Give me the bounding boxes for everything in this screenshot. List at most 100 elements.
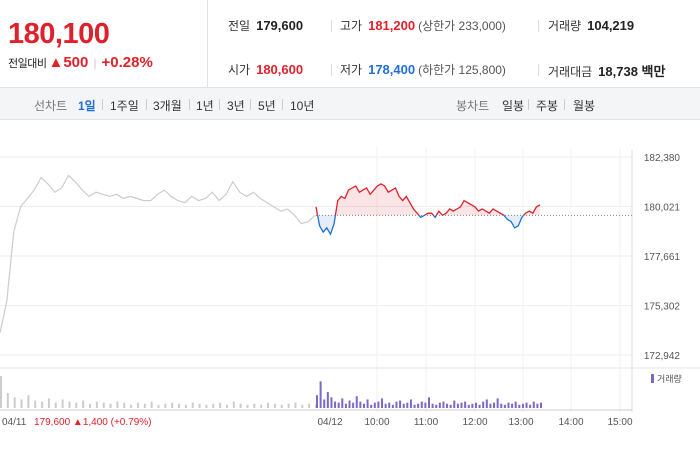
y-tick-label: 175,302 [644, 301, 681, 312]
volume-bar [420, 401, 423, 408]
candle-chart-label: 봉차트 [456, 99, 490, 113]
tab-monthly-candle[interactable]: 월봉 [573, 99, 596, 113]
volume-bar [89, 403, 92, 408]
volume-bar [75, 402, 78, 408]
current-price: 180,100 [8, 18, 110, 50]
volume-bar [489, 403, 492, 408]
volume-bar [13, 397, 16, 408]
tab-daily-candle[interactable]: 일봉 [502, 99, 525, 113]
volume-bar [130, 404, 133, 408]
volume-bar [395, 401, 398, 408]
volume-bar [109, 403, 112, 408]
volume-bar [239, 403, 242, 408]
x-tick-label: 04/11 [2, 417, 27, 428]
volume-bar [191, 402, 194, 408]
volume-bar [198, 403, 201, 408]
volume-bar [518, 404, 521, 408]
volume-bar [514, 401, 517, 408]
volume-bar [417, 403, 420, 408]
volume-bar [219, 402, 222, 408]
volume-bar [61, 399, 64, 408]
chart-period-tabs: 선차트 1일 1주일 3개월 1년 3년 5년 10년 봉차트 일봉 주봉 월봉 [0, 88, 700, 120]
volume-bar [460, 402, 463, 408]
stat-open: 시가 180,600 [228, 61, 303, 78]
volume-bar [366, 399, 369, 408]
tab-5y[interactable]: 5년 [258, 99, 276, 113]
tab-weekly-candle[interactable]: 주봉 [536, 99, 559, 113]
volume-bar [482, 401, 485, 408]
tab-1y[interactable]: 1년 [196, 99, 214, 113]
volume-bar [267, 402, 270, 408]
volume-bar [246, 404, 249, 408]
stat-low: 저가 178,400 (하한가 125,800) [340, 61, 506, 78]
volume-bar [232, 401, 235, 408]
change-row: 전일대비 ▲ 500 | +0.28% [8, 54, 153, 71]
x-tick-label: 15:00 [607, 417, 632, 428]
volume-bar [449, 404, 452, 408]
volume-bar [485, 399, 488, 408]
volume-bar [280, 404, 283, 408]
y-tick-label: 180,021 [644, 202, 681, 213]
stat-value: 18,738 백만 [598, 64, 666, 79]
volume-bar [260, 404, 263, 408]
volume-bar [150, 401, 153, 408]
x-tick-label: 14:00 [558, 417, 583, 428]
volume-bar [435, 404, 438, 408]
divider [282, 99, 283, 110]
tab-1w[interactable]: 1주일 [110, 99, 139, 113]
volume-bar [225, 404, 228, 408]
stat-value: 178,400 [368, 62, 416, 77]
volume-bar [308, 403, 311, 408]
volume-bar [442, 401, 445, 408]
volume-bar [27, 395, 30, 408]
volume-bar [319, 381, 322, 408]
tab-1d[interactable]: 1일 [78, 99, 96, 113]
volume-bar [212, 403, 215, 408]
up-area [316, 183, 540, 216]
volume-bar [157, 404, 160, 408]
tab-10y[interactable]: 10년 [290, 99, 315, 113]
tab-3y[interactable]: 3년 [227, 99, 245, 113]
volume-bar [136, 402, 139, 408]
divider [538, 64, 539, 76]
down-area [316, 215, 540, 235]
tab-3m[interactable]: 3개월 [153, 99, 182, 113]
volume-legend: 거래량 [657, 373, 682, 384]
divider [528, 99, 529, 110]
volume-bar [34, 400, 37, 408]
volume-bar [370, 404, 373, 408]
stat-label: 시가 [228, 63, 251, 77]
stat-turnover: 거래대금 18,738 백만 [548, 61, 665, 80]
volume-bar [388, 402, 391, 408]
volume-bar [164, 403, 167, 408]
divider: | [93, 55, 97, 70]
today-line-up [315, 183, 541, 216]
volume-bar [326, 392, 329, 408]
volume-bar [348, 400, 351, 408]
volume-bar [525, 402, 528, 408]
volume-bar [409, 399, 412, 408]
change-arrow-icon: ▲ [48, 54, 64, 71]
volume-bar [341, 398, 344, 408]
quote-header: 180,100 전일대비 ▲ 500 | +0.28% 전일 179,600 고가… [0, 0, 700, 88]
volume-bar [478, 404, 481, 408]
volume-bar [391, 404, 394, 408]
volume-bar [500, 403, 503, 408]
change-label: 전일대비 [8, 57, 47, 70]
volume-bar [362, 403, 365, 408]
y-tick-label: 182,380 [644, 153, 681, 164]
volume-bar [171, 402, 174, 408]
stat-label: 저가 [340, 63, 363, 77]
volume-bar [184, 404, 187, 408]
prev-day-line [0, 174, 316, 333]
volume-bar [428, 397, 430, 408]
divider [250, 99, 251, 110]
stat-value: 181,200 [368, 18, 416, 33]
volume-bar [521, 403, 524, 408]
volume-bar [102, 402, 105, 408]
volume-bar [532, 401, 535, 408]
divider [564, 99, 565, 110]
volume-bar [424, 402, 427, 408]
volume-bar [359, 401, 362, 408]
x-tick-label: 04/12 [317, 417, 342, 428]
